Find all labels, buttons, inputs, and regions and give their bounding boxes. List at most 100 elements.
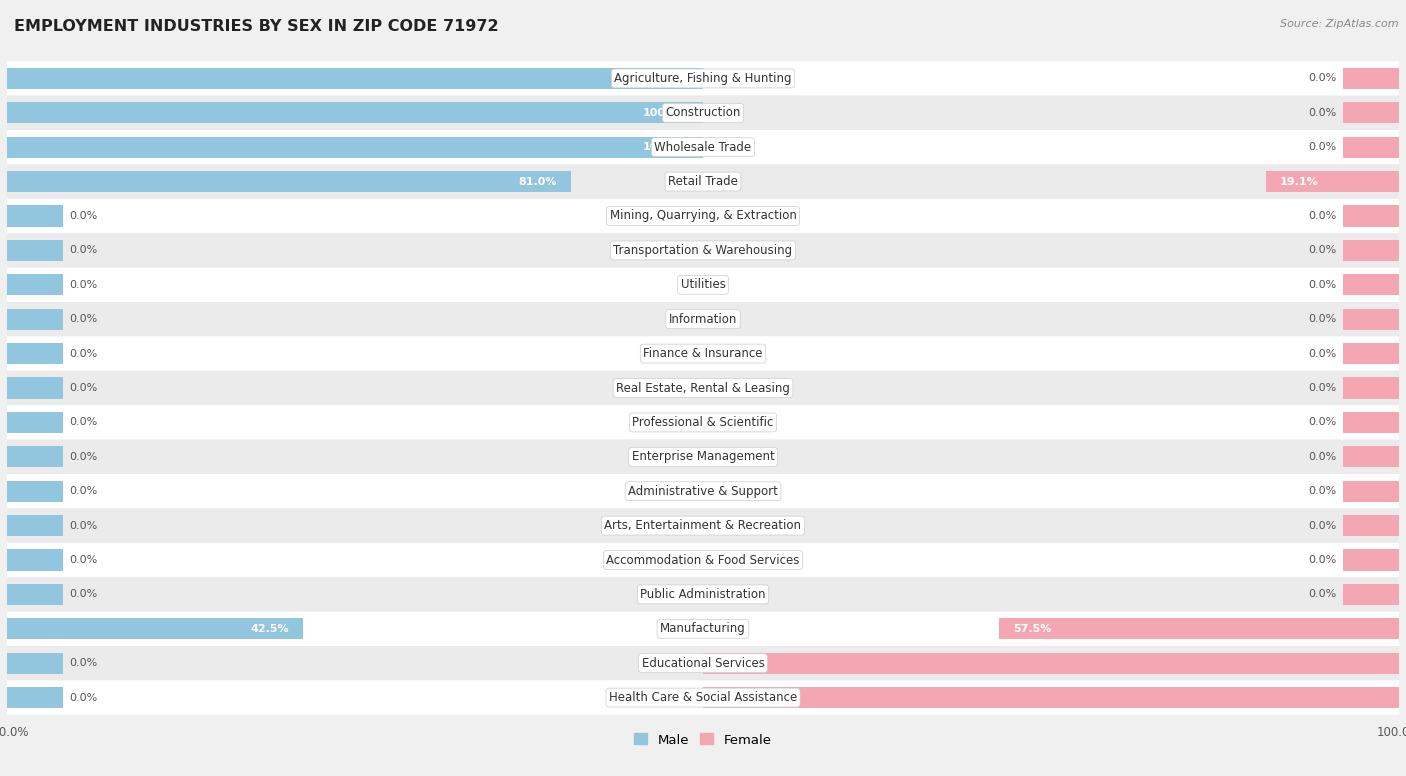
Bar xyxy=(1343,446,1399,467)
Bar xyxy=(1343,137,1399,158)
Bar xyxy=(1265,171,1399,192)
Text: 0.0%: 0.0% xyxy=(1308,417,1336,428)
Bar xyxy=(1343,584,1399,605)
Bar xyxy=(1343,206,1399,227)
FancyBboxPatch shape xyxy=(7,302,1399,337)
Text: 100.0%: 100.0% xyxy=(717,693,763,702)
FancyBboxPatch shape xyxy=(7,611,1399,646)
Bar xyxy=(7,240,63,261)
Text: 0.0%: 0.0% xyxy=(1308,452,1336,462)
Text: 42.5%: 42.5% xyxy=(250,624,288,634)
Text: 19.1%: 19.1% xyxy=(1279,177,1319,186)
Text: 0.0%: 0.0% xyxy=(70,280,98,289)
Text: 57.5%: 57.5% xyxy=(1012,624,1052,634)
Bar xyxy=(7,480,63,502)
Text: Agriculture, Fishing & Hunting: Agriculture, Fishing & Hunting xyxy=(614,72,792,85)
Text: 0.0%: 0.0% xyxy=(1308,108,1336,118)
Text: 0.0%: 0.0% xyxy=(70,452,98,462)
Text: 0.0%: 0.0% xyxy=(70,658,98,668)
Bar xyxy=(7,206,63,227)
Text: EMPLOYMENT INDUSTRIES BY SEX IN ZIP CODE 71972: EMPLOYMENT INDUSTRIES BY SEX IN ZIP CODE… xyxy=(14,19,499,34)
Text: 0.0%: 0.0% xyxy=(70,417,98,428)
Bar xyxy=(1343,549,1399,570)
Bar xyxy=(1343,102,1399,123)
Text: 100.0%: 100.0% xyxy=(643,142,689,152)
Bar xyxy=(7,653,63,674)
Bar xyxy=(7,412,63,433)
Text: Construction: Construction xyxy=(665,106,741,120)
FancyBboxPatch shape xyxy=(7,371,1399,405)
Bar xyxy=(7,377,63,399)
Bar xyxy=(7,309,63,330)
Text: Health Care & Social Assistance: Health Care & Social Assistance xyxy=(609,691,797,704)
FancyBboxPatch shape xyxy=(7,508,1399,542)
Text: 0.0%: 0.0% xyxy=(70,590,98,599)
Bar xyxy=(7,274,63,296)
FancyBboxPatch shape xyxy=(7,130,1399,165)
Bar xyxy=(1343,274,1399,296)
Text: 0.0%: 0.0% xyxy=(1308,280,1336,289)
FancyBboxPatch shape xyxy=(7,61,1399,95)
FancyBboxPatch shape xyxy=(7,405,1399,439)
Bar xyxy=(1343,480,1399,502)
FancyBboxPatch shape xyxy=(7,268,1399,302)
Text: 100.0%: 100.0% xyxy=(717,658,763,668)
Bar xyxy=(7,102,703,123)
Bar xyxy=(7,343,63,364)
Bar xyxy=(1343,240,1399,261)
Text: 100.0%: 100.0% xyxy=(643,108,689,118)
FancyBboxPatch shape xyxy=(7,95,1399,130)
Text: Mining, Quarrying, & Extraction: Mining, Quarrying, & Extraction xyxy=(610,210,796,223)
FancyBboxPatch shape xyxy=(7,577,1399,611)
Text: 100.0%: 100.0% xyxy=(0,726,30,739)
Text: Professional & Scientific: Professional & Scientific xyxy=(633,416,773,429)
FancyBboxPatch shape xyxy=(7,199,1399,234)
Text: 0.0%: 0.0% xyxy=(70,693,98,702)
Text: 0.0%: 0.0% xyxy=(70,348,98,359)
Bar xyxy=(7,137,703,158)
Bar xyxy=(7,515,63,536)
Bar xyxy=(7,584,63,605)
FancyBboxPatch shape xyxy=(7,439,1399,474)
FancyBboxPatch shape xyxy=(7,165,1399,199)
Text: Accommodation & Food Services: Accommodation & Food Services xyxy=(606,553,800,566)
Text: 100.0%: 100.0% xyxy=(1376,726,1406,739)
FancyBboxPatch shape xyxy=(7,646,1399,681)
Text: Retail Trade: Retail Trade xyxy=(668,175,738,188)
Text: 0.0%: 0.0% xyxy=(70,211,98,221)
Text: 0.0%: 0.0% xyxy=(1308,521,1336,531)
Text: 0.0%: 0.0% xyxy=(1308,142,1336,152)
Text: 0.0%: 0.0% xyxy=(70,314,98,324)
Text: Enterprise Management: Enterprise Management xyxy=(631,450,775,463)
Text: Information: Information xyxy=(669,313,737,326)
Text: 0.0%: 0.0% xyxy=(70,245,98,255)
Text: Public Administration: Public Administration xyxy=(640,588,766,601)
Text: Manufacturing: Manufacturing xyxy=(661,622,745,636)
Text: 0.0%: 0.0% xyxy=(1308,487,1336,496)
Text: Utilities: Utilities xyxy=(681,279,725,291)
Text: Real Estate, Rental & Leasing: Real Estate, Rental & Leasing xyxy=(616,382,790,394)
Bar xyxy=(7,446,63,467)
Bar xyxy=(1343,309,1399,330)
Text: Arts, Entertainment & Recreation: Arts, Entertainment & Recreation xyxy=(605,519,801,532)
Bar xyxy=(1343,515,1399,536)
Bar xyxy=(1343,68,1399,89)
Text: 0.0%: 0.0% xyxy=(1308,74,1336,83)
Bar xyxy=(7,687,63,708)
Text: 0.0%: 0.0% xyxy=(1308,555,1336,565)
Text: 81.0%: 81.0% xyxy=(519,177,557,186)
FancyBboxPatch shape xyxy=(7,234,1399,268)
Bar xyxy=(7,68,703,89)
Text: Source: ZipAtlas.com: Source: ZipAtlas.com xyxy=(1281,19,1399,29)
Text: 100.0%: 100.0% xyxy=(643,74,689,83)
Text: 0.0%: 0.0% xyxy=(1308,211,1336,221)
Text: 0.0%: 0.0% xyxy=(70,521,98,531)
FancyBboxPatch shape xyxy=(7,474,1399,508)
Bar xyxy=(1343,343,1399,364)
Text: 0.0%: 0.0% xyxy=(70,555,98,565)
Bar xyxy=(1343,412,1399,433)
Bar xyxy=(998,618,1399,639)
Text: 0.0%: 0.0% xyxy=(1308,590,1336,599)
Bar xyxy=(703,653,1399,674)
Text: Wholesale Trade: Wholesale Trade xyxy=(654,140,752,154)
